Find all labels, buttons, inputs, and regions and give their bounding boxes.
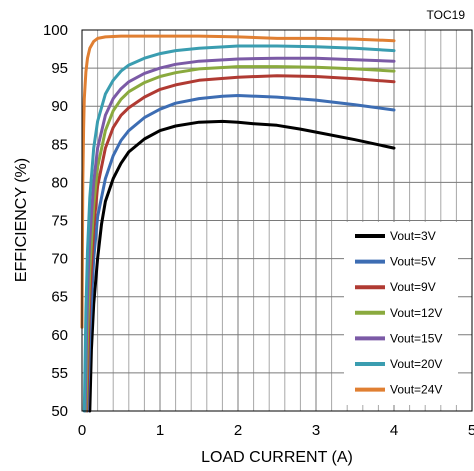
y-tick-label: 65 bbox=[51, 289, 68, 306]
legend-label: Vout=15V bbox=[390, 331, 442, 345]
x-tick-label: 4 bbox=[390, 422, 398, 439]
figure-tag: TOC19 bbox=[427, 8, 466, 22]
y-tick-label: 95 bbox=[51, 60, 68, 77]
y-tick-label: 80 bbox=[51, 174, 68, 191]
x-tick-label: 3 bbox=[312, 422, 320, 439]
x-axis-title: LOAD CURRENT (A) bbox=[201, 449, 353, 466]
y-tick-label: 90 bbox=[51, 98, 68, 115]
y-tick-label: 60 bbox=[51, 327, 68, 344]
x-tick-label: 0 bbox=[78, 422, 86, 439]
legend-label: Vout=3V bbox=[390, 229, 436, 243]
x-tick-label: 2 bbox=[234, 422, 242, 439]
x-tick-label: 5 bbox=[468, 422, 474, 439]
series-line bbox=[80, 34, 396, 329]
legend-label: Vout=5V bbox=[390, 255, 436, 269]
series-line bbox=[88, 119, 396, 413]
y-tick-label: 70 bbox=[51, 251, 68, 268]
series-line bbox=[86, 94, 396, 413]
series-lines bbox=[80, 34, 396, 413]
y-tick-label: 55 bbox=[51, 365, 68, 382]
legend-label: Vout=24V bbox=[390, 383, 442, 397]
legend-label: Vout=9V bbox=[390, 280, 436, 294]
series-line bbox=[84, 65, 396, 413]
plot-frame bbox=[81, 29, 473, 412]
y-tick-label: 75 bbox=[51, 213, 68, 230]
series-line bbox=[83, 56, 396, 413]
y-tick-label: 100 bbox=[43, 22, 68, 39]
x-tick-label: 1 bbox=[156, 422, 164, 439]
legend: Vout=3V Vout=5V Vout=9V Vout=12V Vout=15V Vou… bbox=[344, 222, 458, 405]
series-line bbox=[82, 44, 396, 413]
y-axis-title: EFFICIENCY (%) bbox=[13, 158, 30, 282]
legend-label: Vout=12V bbox=[390, 306, 442, 320]
y-tick-label: 85 bbox=[51, 136, 68, 153]
legend-label: Vout=20V bbox=[390, 357, 442, 371]
y-tick-label: 50 bbox=[51, 403, 68, 420]
